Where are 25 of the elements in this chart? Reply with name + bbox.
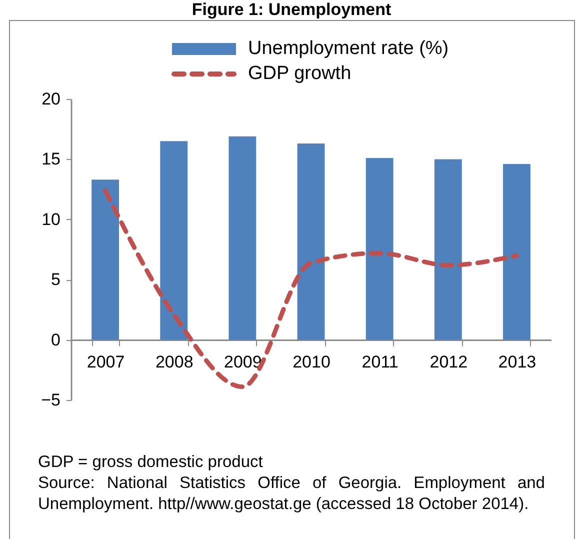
x-tick-label: 2010 [292, 352, 330, 372]
chart-title: Figure 1: Unemployment [190, 0, 392, 20]
bar [503, 164, 530, 340]
x-tick-label: 2009 [224, 352, 262, 372]
x-tick-label: 2007 [86, 352, 125, 372]
y-tick-label: 15 [42, 150, 60, 169]
bar [434, 159, 462, 340]
legend-label: Unemployment rate (%) [248, 37, 449, 61]
x-tick-label: 2012 [430, 352, 468, 372]
x-tick-label: 2011 [362, 352, 398, 372]
y-tick-label: −5 [41, 390, 60, 410]
text: GDP = gross domestic product [38, 452, 264, 473]
bar [228, 136, 256, 340]
x-tick-label: 2008 [155, 352, 194, 372]
y-tick-label: 10 [42, 210, 60, 229]
y-tick-label: 20 [42, 90, 60, 108]
source-note: Source: National Statistics Office of Georgia. Employment and Unemployment. http//www.geostat.ge (accessed 18 October 2014). [38, 473, 545, 515]
bar [297, 144, 325, 340]
bar [160, 141, 188, 340]
y-tick-label: 5 [51, 270, 60, 290]
x-tick-label: 2013 [498, 352, 536, 372]
bar [92, 180, 119, 340]
bar [366, 158, 394, 340]
y-tick-label: 0 [51, 330, 60, 350]
legend-label: GDP growth [248, 62, 352, 86]
